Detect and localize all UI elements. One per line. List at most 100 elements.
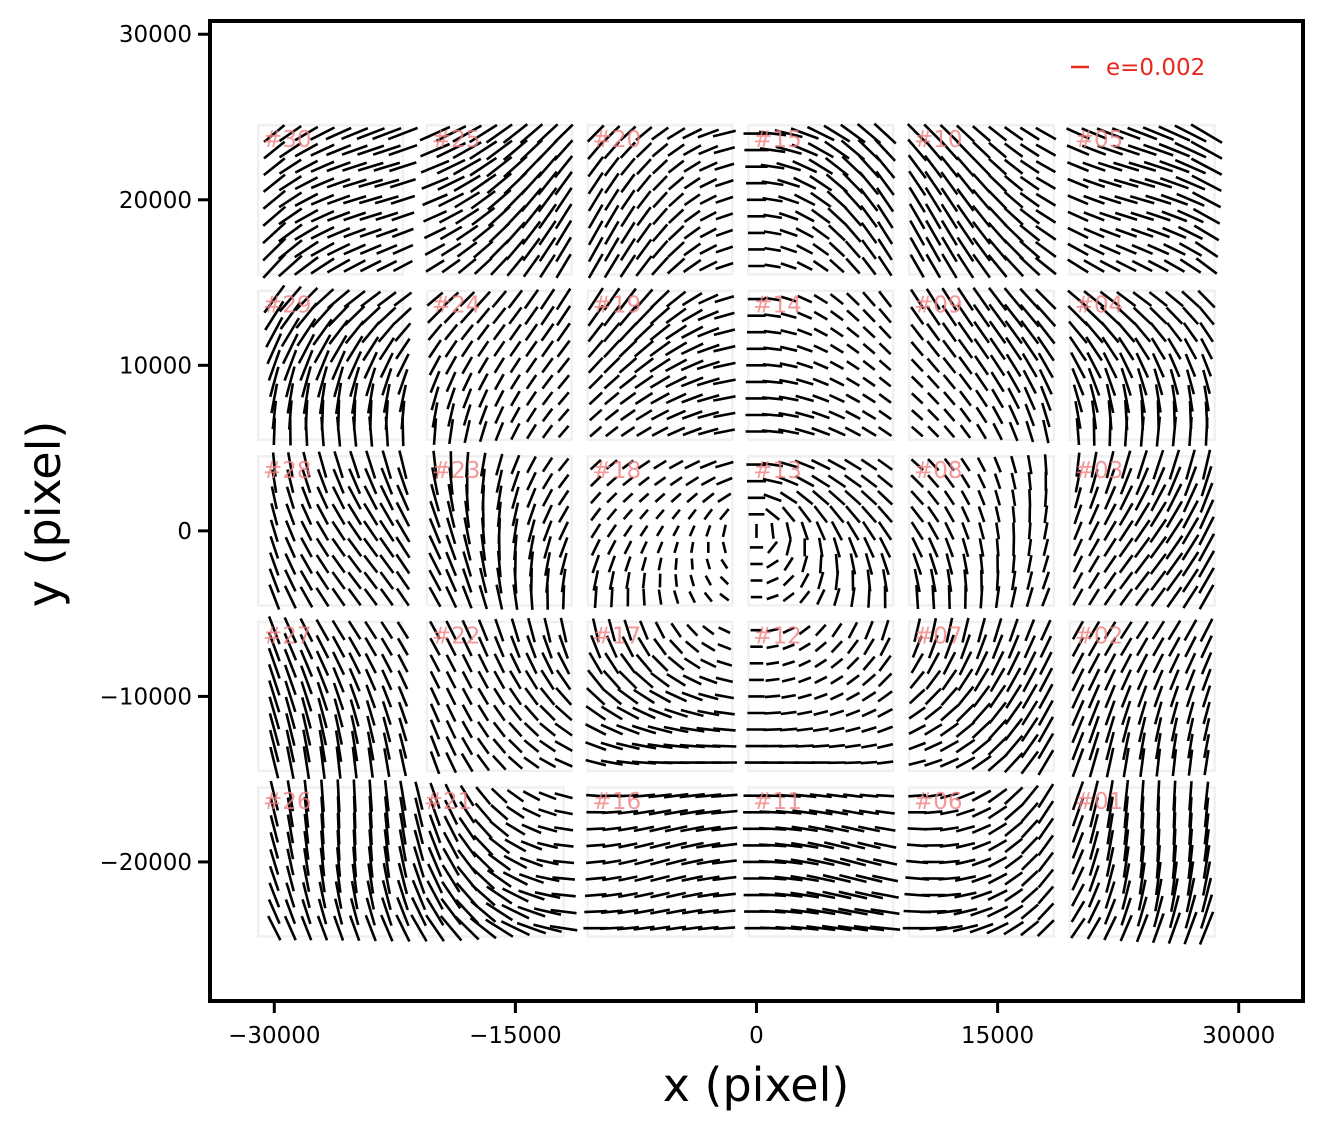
- whisker: [1071, 668, 1085, 692]
- whisker: [712, 395, 736, 402]
- whisker: [975, 423, 988, 440]
- whisker: [1186, 717, 1195, 742]
- whisker: [364, 668, 377, 692]
- whisker: [1104, 367, 1117, 397]
- whisker: [666, 908, 687, 915]
- whisker: [349, 366, 361, 397]
- whisker: [267, 615, 281, 645]
- whisker: [987, 205, 1008, 227]
- whisker: [634, 891, 654, 899]
- whisker: [271, 400, 278, 430]
- whisker: [699, 210, 717, 222]
- ccd-label: #13: [753, 458, 802, 484]
- whisker: [972, 237, 992, 262]
- whisker: [553, 842, 574, 848]
- whisker: [505, 805, 525, 820]
- whisker: [1099, 259, 1121, 273]
- whisker: [269, 797, 279, 827]
- whisker: [446, 387, 456, 410]
- whisker: [372, 126, 402, 141]
- whisker: [506, 788, 525, 803]
- whisker: [587, 187, 604, 212]
- whisker: [961, 537, 970, 558]
- whisker: [989, 337, 1006, 361]
- whisker: [1118, 352, 1134, 379]
- whisker: [1133, 321, 1152, 343]
- whisker: [430, 386, 440, 411]
- whisker: [1103, 485, 1117, 510]
- whisker: [683, 209, 701, 223]
- whisker: [521, 203, 542, 229]
- whisker: [1004, 888, 1024, 903]
- whisker: [986, 921, 1009, 935]
- whisker: [454, 915, 480, 941]
- whisker: [421, 176, 449, 190]
- ccd-outline: [425, 289, 573, 442]
- x-tick-label: 30000: [1202, 1023, 1275, 1049]
- whisker: [344, 320, 365, 345]
- whisker: [690, 541, 695, 554]
- whisker: [977, 506, 986, 523]
- whisker: [813, 505, 829, 524]
- whisker: [486, 172, 513, 195]
- whisker: [316, 486, 329, 510]
- whisker: [909, 670, 926, 690]
- whisker: [476, 753, 491, 772]
- whisker: [360, 290, 382, 308]
- whisker: [1114, 195, 1138, 205]
- whisker: [818, 554, 823, 574]
- ccd-label: #25: [432, 127, 481, 153]
- whisker: [617, 908, 639, 915]
- whisker: [878, 409, 892, 421]
- whisker: [943, 474, 956, 489]
- whisker: [1071, 866, 1085, 891]
- whisker: [604, 220, 620, 245]
- whisker: [445, 534, 457, 561]
- whisker: [521, 220, 542, 246]
- whisker: [395, 337, 411, 360]
- whisker: [398, 733, 408, 759]
- whisker: [712, 378, 736, 386]
- whisker: [702, 624, 715, 636]
- whisker: [373, 161, 401, 172]
- whisker: [493, 653, 506, 674]
- whisker: [426, 880, 444, 910]
- whisker: [979, 553, 984, 575]
- whisker: [923, 154, 943, 179]
- whisker: [842, 172, 864, 195]
- whisker: [1197, 289, 1216, 309]
- whisker: [1170, 701, 1179, 725]
- whisker: [1185, 877, 1196, 913]
- whisker: [1136, 653, 1149, 674]
- whisker: [524, 306, 539, 326]
- whisker: [684, 459, 701, 470]
- whisker: [342, 194, 367, 205]
- whisker: [1203, 829, 1210, 862]
- whisker: [1071, 683, 1085, 709]
- whisker: [832, 537, 842, 558]
- whisker: [929, 617, 938, 643]
- whisker: [1172, 400, 1177, 430]
- whisker: [1152, 669, 1164, 691]
- whisker: [1159, 176, 1189, 190]
- whisker: [619, 254, 637, 278]
- whisker: [829, 377, 845, 387]
- whisker: [586, 827, 606, 831]
- whisker: [561, 584, 566, 610]
- ccd-outline: [1068, 124, 1216, 276]
- whisker: [939, 842, 960, 848]
- whisker: [590, 507, 602, 522]
- whisker: [1035, 160, 1057, 174]
- whisker: [465, 451, 470, 478]
- whisker: [854, 890, 884, 900]
- whisker: [664, 358, 688, 373]
- whisker: [806, 891, 836, 900]
- whisker: [1073, 487, 1083, 509]
- whisker: [617, 809, 639, 815]
- whisker: [299, 349, 314, 381]
- whisker: [908, 688, 926, 705]
- whisker: [554, 809, 573, 816]
- whisker: [824, 140, 850, 160]
- whisker: [878, 325, 892, 340]
- whisker: [1037, 800, 1055, 825]
